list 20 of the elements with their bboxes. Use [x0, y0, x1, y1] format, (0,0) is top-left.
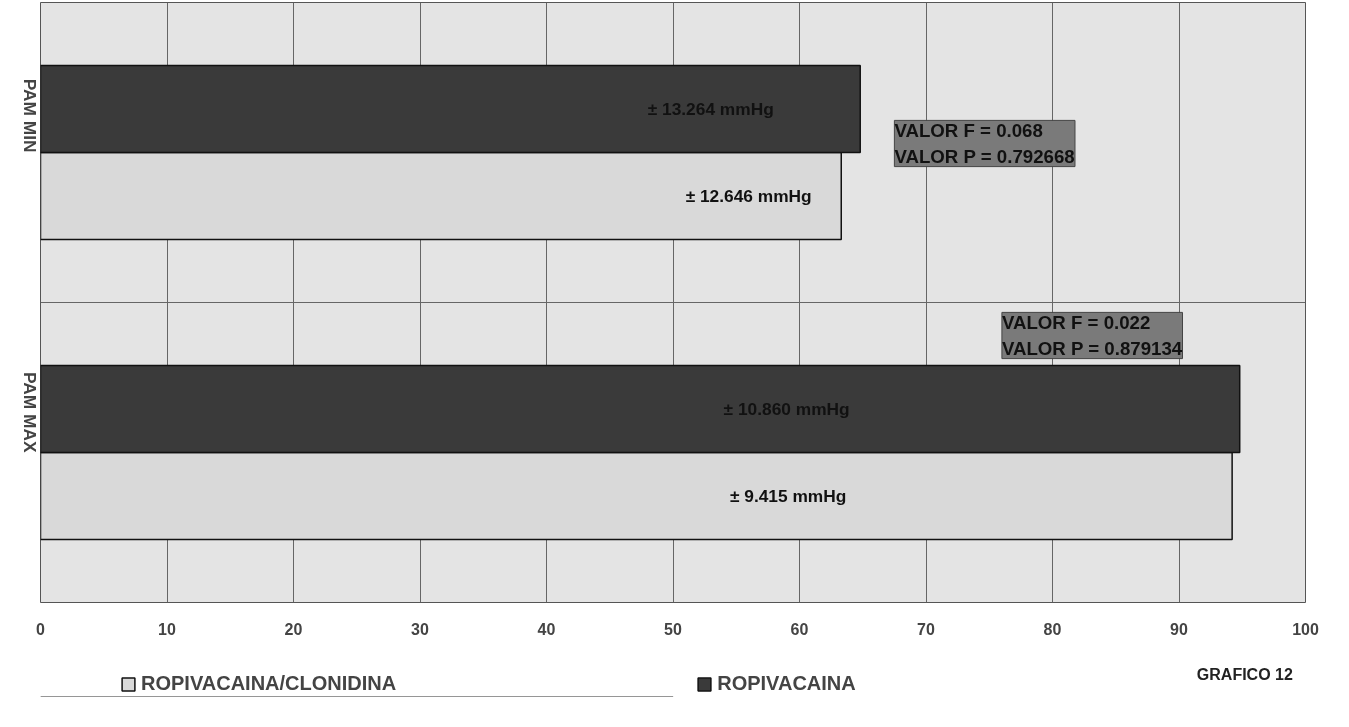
- x-tick-label: 80: [1043, 620, 1062, 638]
- x-tick-label: 100: [1292, 620, 1319, 638]
- x-tick-label: 20: [284, 620, 303, 638]
- y-tick-label: PAM MAX: [19, 371, 40, 453]
- x-tick-label: 0: [36, 620, 46, 638]
- x-tick-label: 30: [411, 620, 429, 638]
- text: GRAFICO 12: [1196, 665, 1293, 683]
- annotation: ± 9.415 mmHg: [729, 486, 847, 506]
- x-tick-label: 60: [790, 620, 809, 638]
- annotation: ± 12.646 mmHg: [685, 186, 812, 206]
- x-tick-label: 50: [664, 620, 682, 638]
- y-tick-label: PAM MIN: [19, 78, 40, 153]
- x-tick-label: 90: [1170, 620, 1188, 638]
- legend-label: ROPIVACAINA/CLONIDINA: [141, 672, 397, 695]
- legend-label: ROPIVACAINA: [717, 672, 856, 695]
- annotation: VALOR F = 0.022 VALOR P = 0.879134: [1001, 312, 1183, 359]
- x-tick-label: 70: [917, 620, 935, 638]
- x-tick-label: 10: [158, 620, 176, 638]
- x-tick-label: 40: [537, 620, 556, 638]
- annotation: VALOR F = 0.068 VALOR P = 0.792668: [894, 120, 1075, 167]
